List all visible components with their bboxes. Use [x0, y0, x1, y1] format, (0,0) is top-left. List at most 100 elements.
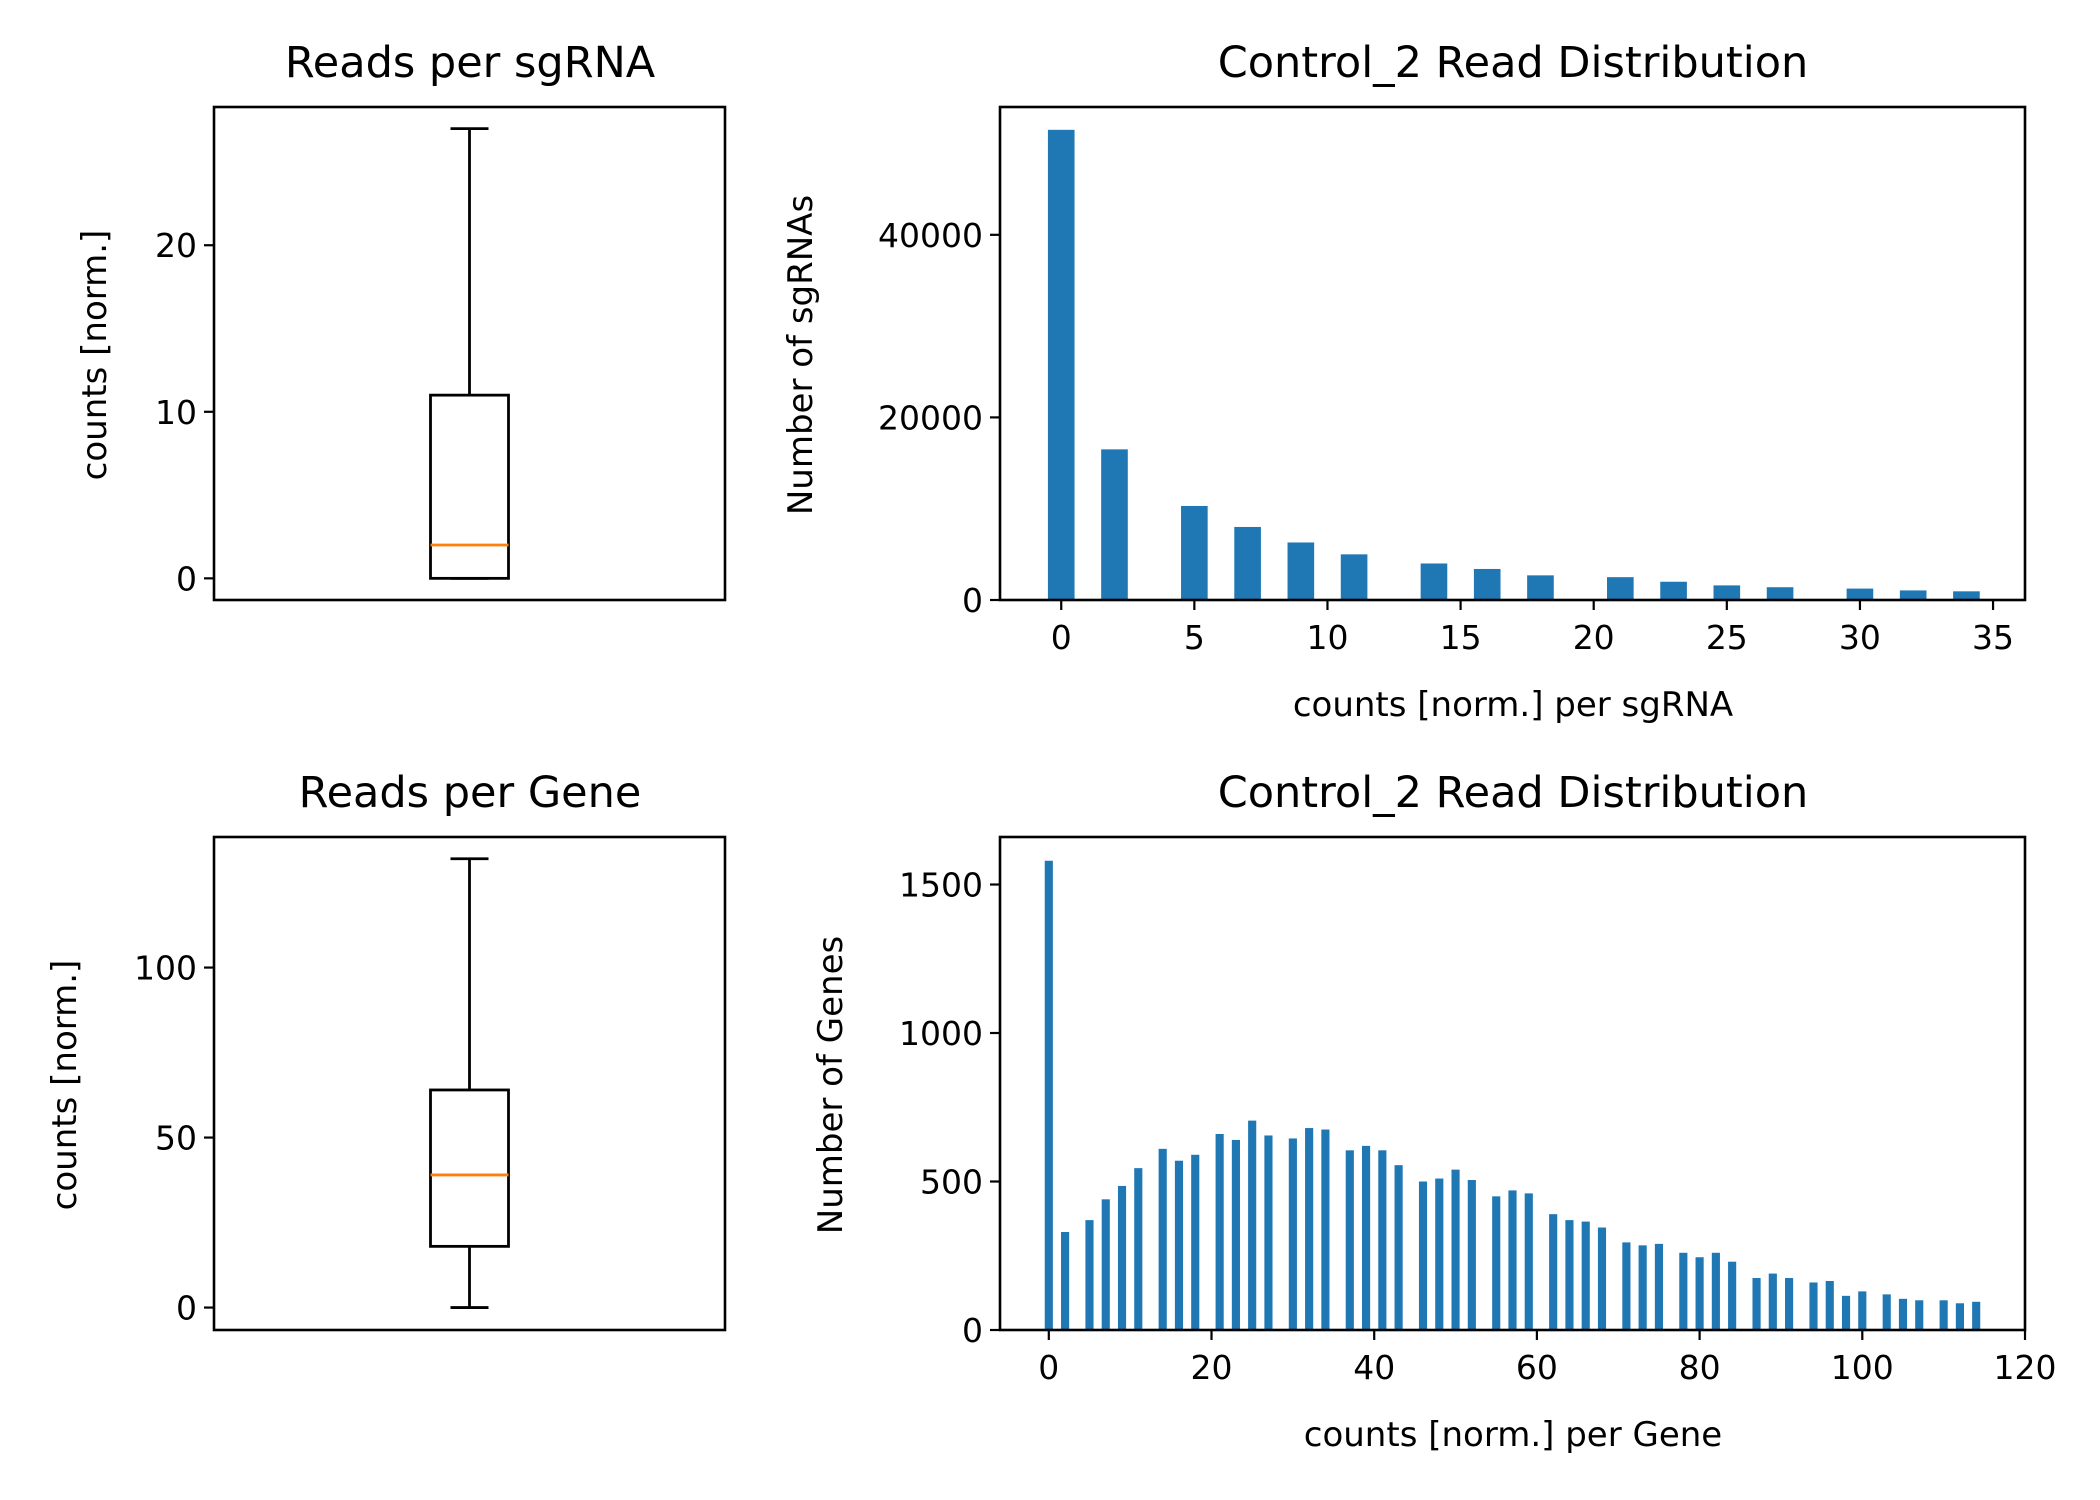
panel-2-ticks: 0 5 10 15 20 25 30 35 0 20000 40000	[878, 216, 2014, 657]
bar	[1654, 1243, 1663, 1330]
panel-2-xtick-label: 15	[1440, 618, 1482, 657]
bar	[1340, 554, 1368, 600]
bar	[1695, 1257, 1704, 1330]
bar	[1527, 575, 1554, 600]
bar	[1305, 1128, 1314, 1330]
bar	[1451, 1169, 1460, 1330]
panel-2-ylabel: Number of sgRNAs	[781, 195, 821, 515]
panel-2-ytick-label: 20000	[878, 398, 983, 437]
bar	[1660, 581, 1687, 600]
panel-4-xtick-label: 20	[1191, 1348, 1233, 1387]
bar	[1785, 1278, 1794, 1330]
panel-reads-per-gene: Reads per Gene counts [norm.] 0 50 100	[45, 768, 727, 1332]
bar	[1234, 526, 1261, 600]
bar	[1841, 1295, 1851, 1330]
bar	[1858, 1291, 1867, 1330]
bar	[1492, 1196, 1501, 1330]
panel-2-xtick-label: 10	[1306, 618, 1348, 657]
panel-4-ytick-label: 0	[962, 1311, 983, 1350]
bar	[1134, 1168, 1143, 1330]
panel-4-xtick-label: 40	[1353, 1348, 1395, 1387]
panel-1-title: Reads per sgRNA	[285, 38, 656, 88]
bar	[1752, 1278, 1761, 1330]
panel-2-bars	[1047, 129, 1980, 600]
panel-2-xtick-label: 20	[1573, 618, 1615, 657]
panel-3-title: Reads per Gene	[299, 768, 642, 818]
bar	[1679, 1252, 1688, 1330]
bar	[1191, 1154, 1200, 1330]
panel-4-ytick-label: 1000	[899, 1014, 983, 1053]
bar	[1809, 1282, 1818, 1330]
panel-sgrna-distribution: Control_2 Read Distribution Number of sg…	[781, 38, 2027, 725]
bar	[1085, 1220, 1094, 1330]
panel-2-xtick-label: 5	[1184, 618, 1205, 657]
bar	[1524, 1193, 1533, 1330]
bar	[1953, 591, 1980, 600]
bar	[1955, 1303, 1964, 1330]
bar	[1061, 1231, 1070, 1330]
panel-3-boxplot	[429, 857, 510, 1309]
panel-2-xtick-label: 25	[1706, 618, 1748, 657]
bar	[1898, 1298, 1908, 1330]
panel-4-xtick-label: 100	[1831, 1348, 1894, 1387]
bar	[1174, 1160, 1184, 1330]
bar	[1882, 1294, 1891, 1330]
panel-4-ylabel: Number of Genes	[811, 936, 851, 1234]
bar	[1288, 1138, 1297, 1330]
bar	[1287, 542, 1315, 600]
panel-2-xtick-label: 0	[1051, 618, 1072, 657]
bar	[1638, 1245, 1647, 1330]
bar	[1345, 1150, 1354, 1330]
bar	[1597, 1227, 1607, 1330]
panel-4-xtick-label: 120	[1994, 1348, 2057, 1387]
bar	[1044, 860, 1053, 1330]
bar	[1766, 587, 1794, 600]
panel-2-title: Control_2 Read Distribution	[1218, 38, 1809, 88]
bar	[1565, 1220, 1574, 1330]
bar	[1378, 1150, 1387, 1330]
iqr-box	[429, 1088, 510, 1248]
iqr-box	[429, 393, 510, 580]
bar	[1215, 1133, 1224, 1330]
panel-4-xtick-label: 80	[1679, 1348, 1721, 1387]
panel-1-ytick-label: 10	[155, 393, 197, 432]
bar	[1825, 1280, 1834, 1330]
bar	[1467, 1180, 1476, 1330]
bar	[1101, 1199, 1110, 1330]
bar	[1418, 1181, 1428, 1330]
bar	[1549, 1214, 1558, 1330]
bar	[1711, 1252, 1720, 1330]
panel-2-xtick-label: 35	[1972, 618, 2014, 657]
bar	[1915, 1300, 1924, 1330]
bar	[1394, 1165, 1403, 1330]
panel-3-ytick-label: 100	[134, 949, 197, 988]
panel-4-xtick-label: 0	[1038, 1348, 1059, 1387]
panel-3-ytick-label: 50	[155, 1119, 197, 1158]
panel-4-frame	[998, 835, 2027, 1332]
bar	[1508, 1190, 1517, 1330]
panel-4-xtick-label: 60	[1516, 1348, 1558, 1387]
panel-1-ytick-label: 0	[176, 559, 197, 598]
panel-3-ylabel: counts [norm.]	[45, 960, 85, 1211]
panel-2-ytick-label: 40000	[878, 216, 983, 255]
panel-3-y-ticks: 0 50 100	[134, 949, 214, 1328]
panel-2-ytick-label: 0	[962, 581, 983, 620]
bar	[1728, 1261, 1737, 1330]
bar	[1231, 1139, 1240, 1330]
panel-4-ticks: 0 20 40 60 80 100 120 0 500 1000 1500	[899, 866, 2056, 1387]
panel-3-ytick-label: 0	[176, 1289, 197, 1328]
bar	[1622, 1242, 1631, 1330]
bar	[1047, 129, 1075, 600]
bar	[1473, 568, 1501, 600]
panel-1-boxplot	[429, 127, 510, 580]
panel-4-ytick-label: 1500	[899, 866, 983, 905]
bar	[1972, 1301, 1981, 1330]
bar	[1768, 1273, 1777, 1330]
panel-4-ytick-label: 500	[920, 1163, 983, 1202]
panel-1-ytick-label: 20	[155, 226, 197, 265]
bar	[1899, 590, 1927, 600]
bar	[1362, 1145, 1371, 1330]
bar	[1846, 588, 1874, 600]
bar	[1321, 1129, 1330, 1330]
